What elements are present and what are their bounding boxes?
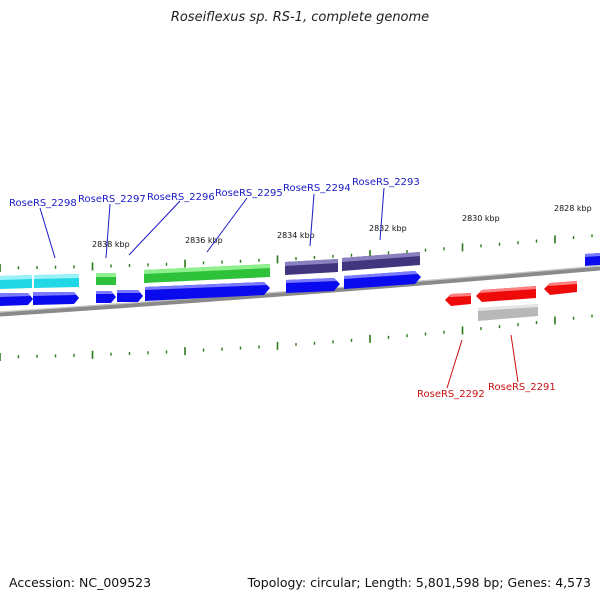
genome-backbone bbox=[0, 265, 600, 317]
topology-text: Topology: circular; Length: 5,801,598 bp… bbox=[247, 575, 591, 590]
gene-label-rosers-2296[interactable]: RoseRS_2296 bbox=[147, 192, 215, 203]
reverse-cds-1[interactable] bbox=[445, 293, 471, 306]
reverse-cds-2[interactable] bbox=[476, 286, 536, 302]
accession-text: Accession: NC_009523 bbox=[9, 575, 152, 590]
genome-title: Roseiflexus sp. RS-1, complete genome bbox=[170, 10, 430, 25]
gene-label-rosers-2292[interactable]: RoseRS_2292 bbox=[417, 389, 485, 400]
gene-label-rosers-2291[interactable]: RoseRS_2291 bbox=[488, 382, 556, 393]
gene-label-rosers-2293[interactable]: RoseRS_2293 bbox=[352, 177, 420, 188]
forward-cds-8[interactable] bbox=[585, 253, 600, 266]
gene-label-rosers-2294[interactable]: RoseRS_2294 bbox=[283, 183, 351, 194]
green-gene-large[interactable] bbox=[144, 264, 270, 283]
gene-label-rosers-2295[interactable]: RoseRS_2295 bbox=[215, 188, 283, 199]
forward-cds-6[interactable] bbox=[286, 278, 340, 293]
reverse-label-leaders bbox=[446, 334, 519, 389]
gray-gene[interactable] bbox=[478, 304, 538, 321]
green-gene-small[interactable] bbox=[96, 273, 116, 285]
forward-label-leaders bbox=[39, 187, 385, 259]
kbp-label-2828: 2828 kbp bbox=[554, 204, 592, 213]
gene-label-rosers-2298[interactable]: RoseRS_2298 bbox=[9, 198, 77, 209]
forward-cds-4[interactable] bbox=[117, 290, 143, 302]
reverse-cds-3[interactable] bbox=[544, 281, 577, 295]
kbp-label-2834: 2834 kbp bbox=[277, 231, 315, 240]
forward-cds-5[interactable] bbox=[145, 282, 270, 301]
gene-label-rosers-2297[interactable]: RoseRS_2297 bbox=[78, 194, 146, 205]
cyan-gene-right[interactable] bbox=[34, 274, 79, 288]
tick-marks-top bbox=[0, 234, 593, 272]
kbp-label-2836: 2836 kbp bbox=[185, 236, 223, 245]
kbp-label-2830: 2830 kbp bbox=[462, 214, 500, 223]
purple-gene-right[interactable] bbox=[342, 252, 420, 271]
purple-gene-left[interactable] bbox=[285, 259, 338, 275]
forward-cds-3[interactable] bbox=[96, 291, 116, 303]
tick-marks-bottom bbox=[0, 314, 593, 361]
kbp-label-2838: 2838 kbp bbox=[92, 240, 130, 249]
forward-cds-7[interactable] bbox=[344, 271, 421, 289]
kbp-label-2832: 2832 kbp bbox=[369, 224, 407, 233]
cyan-gene-left[interactable] bbox=[0, 275, 32, 289]
forward-cds-1[interactable] bbox=[0, 293, 33, 306]
forward-cds-2[interactable] bbox=[33, 292, 79, 305]
